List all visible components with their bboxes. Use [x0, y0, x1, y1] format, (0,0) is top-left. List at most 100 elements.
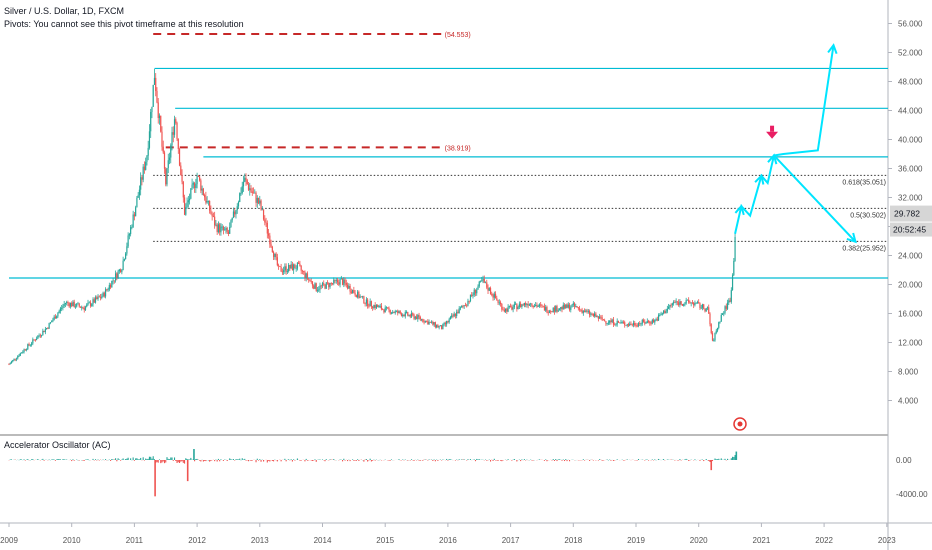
candle-body [125, 253, 127, 260]
candle-body [724, 306, 726, 313]
projection-path [734, 45, 835, 234]
candle-body [205, 197, 207, 203]
candle-body [339, 279, 341, 285]
candle-body [734, 236, 736, 262]
candle-body [157, 102, 159, 119]
candle-body [494, 293, 497, 299]
candle-body [304, 271, 306, 278]
candle-body [368, 306, 370, 307]
candle-body [204, 195, 206, 198]
candle-body [17, 356, 19, 359]
candle-body [589, 311, 591, 315]
candle-body [556, 306, 558, 312]
candle-body [642, 319, 645, 322]
candle-body [384, 307, 386, 313]
candle-body [595, 313, 597, 318]
candle-body [487, 287, 489, 291]
candle-body [481, 280, 483, 282]
candle-body [181, 175, 183, 182]
candle-body [172, 132, 174, 135]
candle-body [200, 180, 202, 191]
candle-body [449, 317, 452, 320]
candle-body [285, 266, 287, 272]
candle-body [512, 307, 514, 310]
candle-body [436, 325, 438, 328]
time-tick-label: 2023 [878, 536, 896, 545]
candle-body [260, 200, 262, 210]
candle-body [540, 304, 542, 306]
candle-body [405, 312, 408, 313]
candle-body [705, 308, 707, 312]
candle-body [326, 282, 329, 284]
candle-body [135, 207, 137, 217]
candle-body [210, 210, 212, 214]
candle-body [37, 336, 39, 339]
candle-body [180, 165, 182, 176]
candle-body [76, 303, 78, 307]
candle-body [536, 305, 538, 307]
candle-body [577, 307, 579, 309]
candle-body [441, 325, 443, 330]
candle-body [515, 303, 517, 305]
candle-body [423, 321, 425, 323]
candle-body [501, 303, 503, 310]
candle-body [679, 301, 681, 306]
candle-body [422, 319, 424, 322]
candle-body [675, 301, 677, 303]
candle-body [624, 322, 626, 326]
osc-tick-label: -4000.00 [896, 490, 928, 499]
candle-body [359, 296, 361, 298]
candle-body [141, 177, 143, 180]
candle-body [183, 197, 186, 215]
candle-body [8, 364, 10, 366]
candle-body [437, 325, 439, 328]
candle-body [629, 323, 631, 326]
candle-body [605, 321, 607, 324]
candle-body [669, 304, 671, 307]
candle-body [67, 301, 69, 304]
candle-body [101, 296, 103, 298]
candle-body [305, 273, 307, 278]
candle-body [236, 206, 238, 211]
candle-body [170, 145, 172, 158]
candle-body [683, 304, 685, 306]
candle-body [483, 278, 485, 283]
candle-body [10, 361, 13, 364]
candle-body [462, 305, 464, 307]
candle-body [488, 288, 490, 291]
candle-body [108, 285, 110, 290]
price-tick-label: 36.000 [898, 165, 923, 174]
candle-body [728, 300, 730, 303]
candle-body [132, 214, 134, 227]
candle-body [650, 323, 652, 324]
candle-body [231, 217, 233, 221]
candle-body [290, 264, 292, 269]
candle-body [59, 308, 62, 311]
candle-body [393, 312, 395, 313]
candle-body [173, 119, 176, 135]
last-price-label-bg [890, 205, 932, 222]
candle-body [438, 326, 440, 328]
candle-body [538, 304, 541, 307]
candle-body [221, 226, 223, 228]
candle-body [187, 200, 189, 203]
candle-body [486, 282, 488, 288]
candle-body [714, 332, 716, 341]
candle-body [86, 304, 88, 307]
candle-body [12, 360, 14, 362]
candle-body [82, 307, 84, 309]
candle-body [622, 322, 625, 323]
candle-body [216, 224, 218, 233]
candle-body [120, 269, 122, 273]
candle-body [527, 304, 529, 306]
candle-body [582, 310, 584, 313]
candle-body [168, 157, 171, 161]
candle-body [271, 246, 273, 253]
candle-body [585, 310, 587, 313]
candle-body [379, 305, 381, 307]
candle-body [374, 305, 376, 308]
candle-body [270, 244, 272, 247]
candle-body [395, 310, 398, 312]
candle-body [671, 303, 673, 305]
